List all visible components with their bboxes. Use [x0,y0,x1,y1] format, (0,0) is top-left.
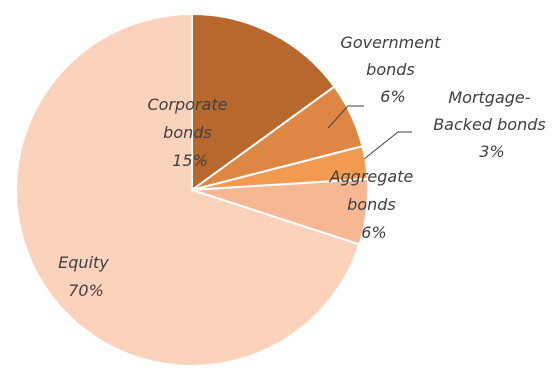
leader-line-government [327,105,364,129]
label-aggregate-line-2: bonds [347,195,396,214]
label-equity: Equity 70% [58,253,114,300]
value-government: 6% [380,87,405,106]
label-mortgage-line-1: Mortgage- [448,88,530,107]
pie-slice-corporate [191,12,336,192]
leader-line-mortgage [363,131,412,160]
value-corporate: 15% [172,151,208,170]
pie-slice-equity [15,12,361,367]
value-equity: 70% [68,281,104,300]
value-aggregate: 6% [361,223,386,242]
label-corporate-line-2: bonds [163,123,212,142]
label-government-line-2: bonds [366,60,415,79]
slices-layer [15,12,369,367]
label-mortgage: Mortgage- Backed bonds 3% [433,88,551,161]
label-aggregate: Aggregate bonds 6% [329,167,419,242]
label-aggregate-line-1: Aggregate [329,167,414,186]
label-equity-line-1: Equity [58,253,109,272]
label-corporate: Corporate bonds 15% [147,95,232,170]
label-corporate-line-1: Corporate [147,95,227,114]
value-mortgage: 3% [479,142,504,161]
label-mortgage-line-2: Backed bonds [433,115,546,134]
label-government: Government bonds 6% [340,33,445,106]
label-government-line-1: Government [340,33,441,52]
leader-lines [327,105,412,160]
